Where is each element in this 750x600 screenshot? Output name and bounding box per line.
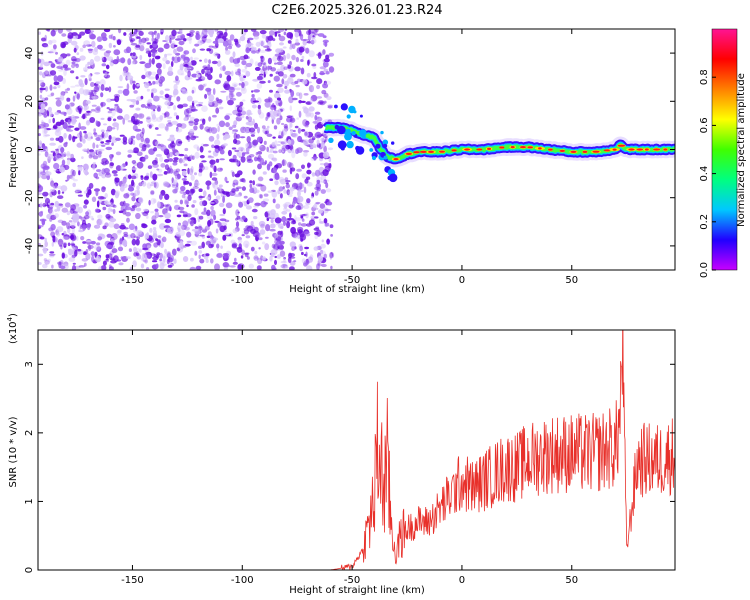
y-multiplier-base: (x10: [8, 321, 19, 344]
colorbar: 0.0 0.2 0.4 0.6 0.8: [699, 28, 738, 278]
colorbar-tick-label: 0.2: [699, 214, 710, 230]
bottom-y-tick-label: 1: [24, 498, 35, 504]
bottom-x-tick-label: -100: [231, 575, 254, 586]
top-x-tick-label: -50: [344, 275, 360, 286]
bottom-x-tick-label: -150: [121, 575, 144, 586]
bottom-y-tick-label: 0: [24, 567, 35, 573]
top-y-tick-label: 20: [24, 95, 35, 108]
colorbar-label: Normalized spectral amplitude: [736, 73, 747, 227]
bottom-x-tick-label: 0: [459, 575, 465, 586]
top-x-tick-label: 0: [459, 275, 465, 286]
bottom-x-tick-label: 50: [565, 575, 578, 586]
bottom-y-axis-label: SNR (10 * v/v): [8, 416, 19, 487]
top-y-axis-label: Frequency (Hz): [8, 112, 19, 188]
y-multiplier: (x104): [6, 313, 19, 344]
spectrogram-image: [38, 29, 675, 270]
snr-series-line: [38, 330, 675, 570]
top-y-tick-label: 0: [24, 146, 35, 152]
top-x-tick-label: 50: [565, 275, 578, 286]
top-x-tick-label: -100: [231, 275, 254, 286]
bottom-y-tick-label: 2: [24, 430, 35, 436]
colorbar-tick-label: 0.6: [699, 117, 710, 133]
top-x-tick-label: -150: [121, 275, 144, 286]
bottom-y-tick-label: 3: [24, 361, 35, 367]
bottom-x-tick-label: -50: [344, 575, 360, 586]
colorbar-tick-label: 0.8: [699, 69, 710, 85]
bottom-x-axis-label: Height of straight line (km): [289, 585, 425, 596]
colorbar-gradient: [711, 28, 738, 271]
top-y-tick-label: -40: [24, 238, 35, 254]
colorbar-tick-label: 0.4: [699, 166, 710, 182]
top-x-axis-label: Height of straight line (km): [289, 284, 425, 295]
svg-text:(x104): (x104): [6, 313, 19, 344]
chart-title: C2E6.2025.326.01.23.R24: [271, 3, 442, 18]
y-multiplier-exp: 4: [6, 316, 14, 321]
spectrogram-panel: -150 -100 -50 0 50 -40 -20 0 20 40: [24, 28, 676, 286]
snr-panel: -150 -100 -50 0 50 0 1 2 3: [24, 329, 676, 586]
snr-frame: [37, 329, 676, 571]
top-y-tick-label: -20: [24, 190, 35, 206]
snr-plot-area: [38, 330, 675, 570]
colorbar-tick-label: 0.0: [699, 262, 710, 278]
top-y-tick-label: 40: [24, 47, 35, 60]
